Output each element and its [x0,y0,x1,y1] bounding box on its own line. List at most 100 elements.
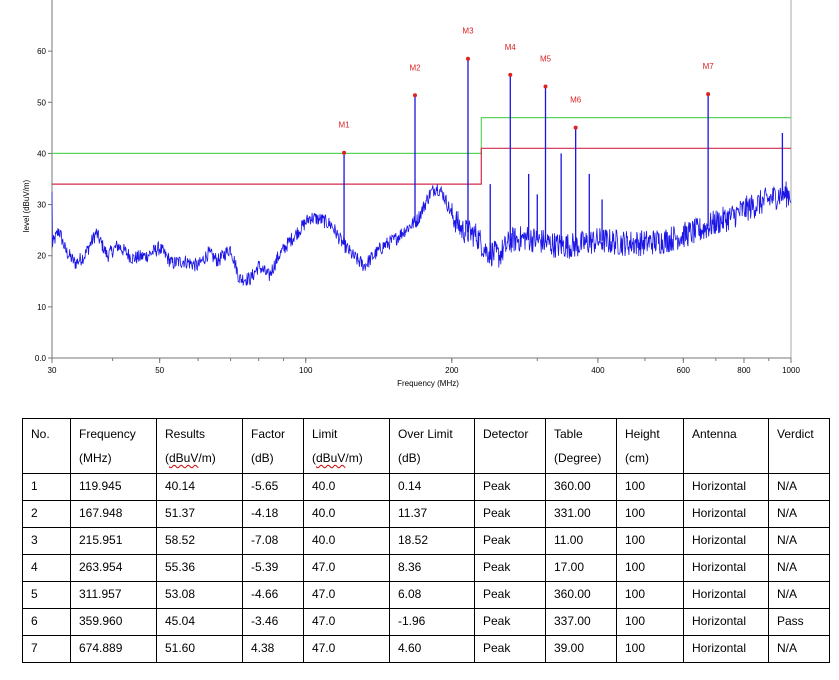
header-text: No. [31,427,50,441]
y-tick-label: 40 [37,149,46,158]
table-cell: -5.39 [242,554,304,582]
x-tick-label: 800 [737,366,751,375]
table-header-cell: Factor (dB) [242,418,304,474]
table-row: 7 674.889 51.60 4.38 47.0 4.60 Peak 39.00 100 Hor… [22,635,830,663]
table-cell: 263.954 [70,554,157,582]
table-row: 5 311.957 53.08 -4.66 47.0 6.08 Peak 360.00 100 H… [22,581,830,609]
table-header-cell: Height (cm) [616,418,684,474]
table-row: 1 119.945 40.14 -5.65 40.0 0.14 Peak 360.00 100 H… [22,473,830,501]
marker-group: M1 M2 M3 M4 M5 M6 M7 [338,27,714,155]
x-axis-label: Frequency (MHz) [397,379,459,388]
table-cell: -4.66 [242,581,304,609]
table-cell: Horizontal [683,473,769,501]
marker-label: M4 [505,43,517,52]
table-cell: 5 [22,581,71,609]
marker-point [543,84,548,89]
table-header-cell: Frequency (MHz) [70,418,157,474]
limit-line [52,116,791,154]
table-cell: N/A [768,527,830,555]
table-row: 4 263.954 55.36 -5.39 47.0 8.36 Peak 17.00 100 Ho… [22,554,830,582]
marker-point [706,92,711,97]
table-header-cell: Results (dBuV/m) [156,418,243,474]
table-row: 2 167.948 51.37 -4.18 40.0 11.37 Peak 331.00 100… [22,500,830,528]
y-tick-label: 20 [37,252,46,261]
table-cell: Horizontal [683,554,769,582]
table-cell: 100 [616,500,684,528]
table-row: 3 215.951 58.52 -7.08 40.0 18.52 Peak 11.00 100 H… [22,527,830,555]
table-cell: 360.00 [545,581,617,609]
table-cell: Peak [474,608,546,636]
marker-label: M2 [409,63,421,72]
table-cell: Horizontal [683,581,769,609]
table-cell: 53.08 [156,581,243,609]
table-header-cell: Antenna [683,418,769,474]
table-cell: -1.96 [389,608,475,636]
table-cell: Pass [768,608,830,636]
table-cell: Peak [474,473,546,501]
table-cell: 2 [22,500,71,528]
results-table: No. Frequency (MHz) Results (dBuV/m) Factor (d… [22,418,830,663]
x-tick-label: 400 [591,366,605,375]
table-header-cell: Verdict [768,418,830,474]
marker-point [508,72,513,77]
header-text: Over Limit [398,427,453,441]
table-cell: 337.00 [545,608,617,636]
table-cell: -7.08 [242,527,304,555]
x-tick-label: 600 [677,366,691,375]
table-cell: Peak [474,554,546,582]
table-cell: 7 [22,635,71,663]
results-table-container: No. Frequency (MHz) Results (dBuV/m) Factor (d… [22,418,830,663]
table-cell: N/A [768,500,830,528]
table-cell: 40.0 [303,473,390,501]
table-cell: -3.46 [242,608,304,636]
marker-label: M7 [703,62,715,71]
table-cell: 167.948 [70,500,157,528]
table-cell: 51.37 [156,500,243,528]
header-text: (cm) [625,451,649,465]
marker-label: M5 [540,55,552,64]
header-text: Table [554,427,583,441]
table-cell: 100 [616,635,684,663]
header-text: (dBuV/m) [312,451,363,465]
x-tick-label: 50 [155,366,164,375]
header-text: Frequency [79,427,136,441]
table-cell: 47.0 [303,635,390,663]
header-text: Limit [312,427,338,441]
table-cell: N/A [768,473,830,501]
table-cell: Peak [474,500,546,528]
table-cell: 359.960 [70,608,157,636]
table-cell: N/A [768,635,830,663]
table-cell: 360.00 [545,473,617,501]
table-cell: 40.0 [303,500,390,528]
spectrum-trace [51,181,792,287]
marker-point [413,93,418,98]
header-text: Antenna [692,427,737,441]
x-axis-ticks: 30 50 100 200 400 600 800 1000 [48,358,800,375]
table-cell: Horizontal [683,635,769,663]
table-cell: N/A [768,554,830,582]
table-cell: 6 [22,608,71,636]
marker-point [465,56,470,61]
table-cell: -5.65 [242,473,304,501]
table-cell: 45.04 [156,608,243,636]
table-row: 6 359.960 45.04 -3.46 47.0 -1.96 Peak 337.00 100… [22,608,830,636]
x-tick-label: 200 [445,366,459,375]
table-cell: 100 [616,473,684,501]
table-cell: 4.60 [389,635,475,663]
table-cell: 51.60 [156,635,243,663]
table-cell: 11.37 [389,500,475,528]
table-cell: Peak [474,527,546,555]
table-cell: 119.945 [70,473,157,501]
table-cell: 39.00 [545,635,617,663]
table-cell: Horizontal [683,527,769,555]
table-cell: 58.52 [156,527,243,555]
y-tick-label: 0.0 [35,354,47,363]
y-tick-label: 60 [37,47,46,56]
table-cell: 17.00 [545,554,617,582]
table-cell: 674.889 [70,635,157,663]
header-text: (Degree) [554,451,602,465]
spectrum-trace-group [51,58,792,287]
table-cell: 100 [616,527,684,555]
table-cell: Horizontal [683,608,769,636]
